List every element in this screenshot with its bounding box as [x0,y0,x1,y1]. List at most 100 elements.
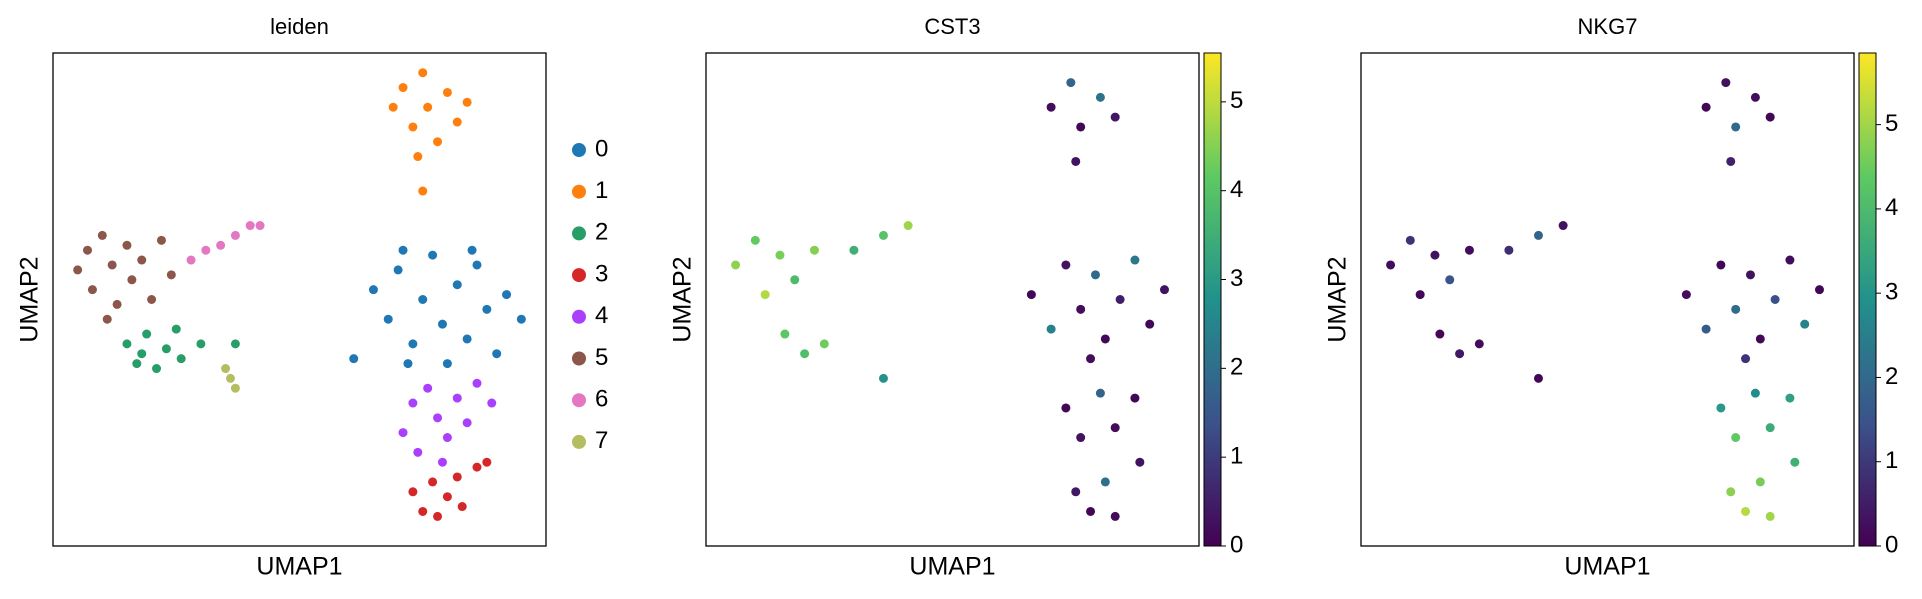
point [1770,295,1780,304]
point [1750,92,1760,102]
point [1750,388,1760,398]
point [225,373,235,383]
point [147,295,157,304]
legend-marker [572,309,586,324]
colorbar-tick-label: 5 [1885,110,1898,137]
point [186,255,196,265]
legend-marker [572,434,586,449]
point [230,230,240,240]
point [1435,329,1445,339]
point [398,83,408,93]
point [1745,270,1755,280]
point [1701,324,1711,334]
point [1765,112,1775,122]
legend-label: 2 [595,219,608,246]
point [1765,511,1775,521]
y-axis-label: UMAP2 [1324,256,1352,342]
point [433,413,443,423]
axes-frame [1360,52,1855,547]
point [230,339,240,349]
point [87,285,97,295]
point [216,240,226,250]
point [1066,78,1076,88]
point [1145,319,1155,329]
point [368,285,378,295]
axes-frame [52,52,547,547]
point [790,275,800,285]
point [127,275,137,285]
axes-frame [705,52,1200,547]
point [255,221,265,231]
panel-title: CST3 [924,14,980,39]
point [1090,270,1100,280]
point [1061,403,1071,413]
x-axis-label: UMAP1 [909,553,995,581]
point [156,235,166,245]
colorbar-tick-label: 0 [1885,531,1898,558]
point [516,314,526,324]
point [1430,250,1440,260]
point [393,265,403,275]
colorbar-tick-label: 2 [1885,363,1898,390]
x-axis-label: UMAP1 [1564,553,1650,581]
colorbar-tick-label: 0 [1230,531,1243,558]
point [230,383,240,393]
legend-label: 1 [595,177,608,204]
point [142,329,152,339]
point [1755,477,1765,487]
point [452,472,462,482]
point [1110,511,1120,521]
point [418,506,428,516]
point [1716,403,1726,413]
colorbar-tick-label: 1 [1885,447,1898,474]
point [408,122,418,132]
point [760,290,770,300]
legend-marker [572,351,586,366]
point [1800,319,1810,329]
point [383,314,393,324]
point [1100,334,1110,344]
point [349,354,359,364]
point [1071,487,1081,497]
point [452,117,462,127]
point [221,364,231,374]
colorbar [1203,52,1222,547]
point [1741,506,1751,516]
point [1061,260,1071,270]
point [1504,245,1514,255]
point [1464,245,1474,255]
point [1721,78,1731,88]
point [122,339,132,349]
point [1086,354,1096,364]
point [423,383,433,393]
point [775,250,785,260]
point [1159,285,1169,295]
point [1701,102,1711,112]
point [102,314,112,324]
point [731,260,741,270]
point [442,359,452,369]
point [403,359,413,369]
point [800,349,810,359]
point [1110,112,1120,122]
point [809,245,819,255]
point [122,240,132,250]
point [442,492,452,502]
point [1095,92,1105,102]
legend-label: 4 [595,302,608,329]
legend-marker [572,393,586,408]
point [1026,290,1036,300]
point [472,462,482,472]
point [166,270,176,280]
point [1681,290,1691,300]
point [1474,339,1484,349]
point [482,304,492,314]
y-axis-label: UMAP2 [669,256,697,342]
panel-title: leiden [270,14,329,39]
point [452,393,462,403]
point [97,230,107,240]
point [1716,260,1726,270]
point [176,354,186,364]
point [1415,290,1425,300]
point [437,319,447,329]
